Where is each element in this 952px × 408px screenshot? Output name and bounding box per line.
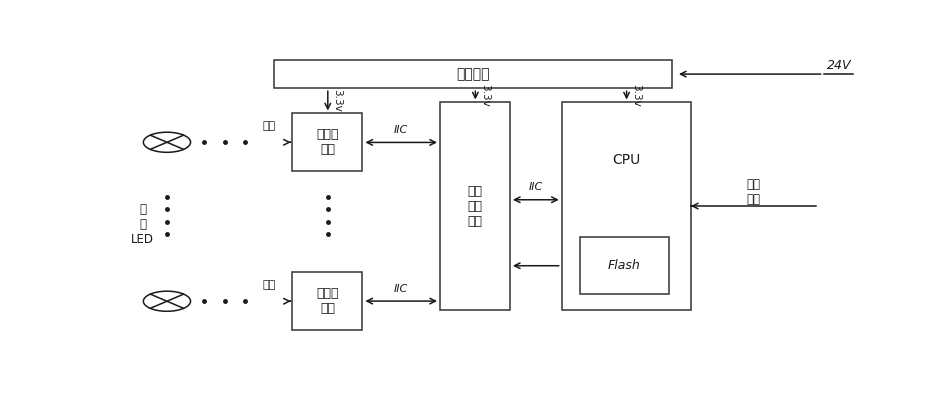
Text: 待
测
LED: 待 测 LED [131, 204, 154, 246]
Text: 电源转换: 电源转换 [456, 67, 490, 81]
Text: IIC: IIC [394, 125, 408, 135]
Bar [274, 60, 672, 88]
Text: 颜色传
感器: 颜色传 感器 [316, 287, 339, 315]
Text: 发光: 发光 [262, 279, 275, 290]
Text: 串口
通信: 串口 通信 [746, 178, 761, 206]
Text: IIC: IIC [394, 284, 408, 293]
Text: CPU: CPU [612, 153, 641, 167]
Bar [562, 102, 691, 310]
Text: 24V: 24V [827, 59, 852, 71]
Text: IIC: IIC [528, 182, 543, 192]
Text: 3.3v: 3.3v [631, 84, 641, 106]
Text: Flash: Flash [608, 259, 641, 272]
Text: 多路
模拟
开关: 多路 模拟 开关 [467, 184, 483, 228]
Bar [292, 113, 363, 171]
Text: 颜色传
感器: 颜色传 感器 [316, 129, 339, 156]
Bar [292, 272, 363, 330]
Bar [580, 237, 668, 294]
Text: 3.3v: 3.3v [480, 84, 489, 106]
Bar [440, 102, 510, 310]
Text: 发光: 发光 [262, 121, 275, 131]
Text: 3.3v: 3.3v [332, 89, 342, 112]
